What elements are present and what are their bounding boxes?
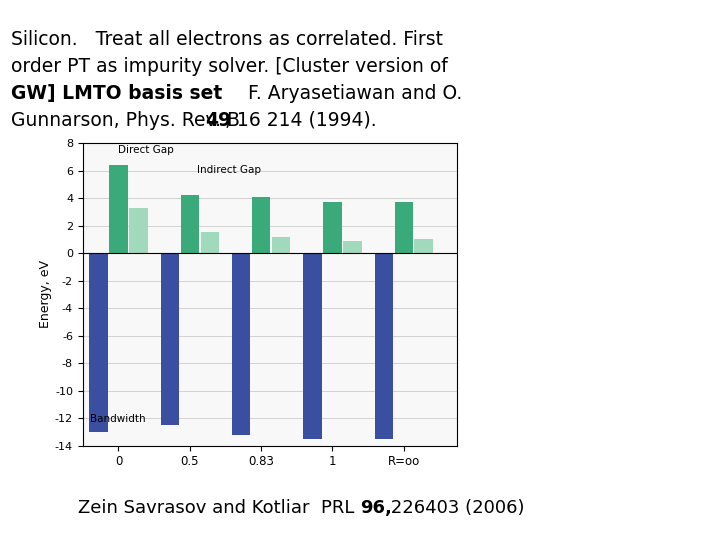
Text: Indirect Gap: Indirect Gap [197, 165, 261, 176]
Text: , 16 214 (1994).: , 16 214 (1994). [225, 111, 377, 130]
Bar [323, 202, 341, 253]
Bar [343, 241, 361, 253]
Bar [201, 232, 219, 253]
Y-axis label: Energy, eV: Energy, eV [39, 260, 52, 328]
Bar [89, 253, 108, 432]
Bar [232, 253, 251, 435]
Text: order PT as impurity solver. [Cluster version of: order PT as impurity solver. [Cluster ve… [11, 57, 448, 76]
Text: 49: 49 [205, 111, 231, 130]
Text: 226403 (2006): 226403 (2006) [385, 498, 525, 517]
Text: Gunnarson, Phys. Rev. B: Gunnarson, Phys. Rev. B [11, 111, 246, 130]
Text: F. Aryasetiawan and O.: F. Aryasetiawan and O. [248, 84, 463, 103]
Bar [252, 197, 270, 253]
Text: Silicon.   Treat all electrons as correlated. First: Silicon. Treat all electrons as correlat… [11, 30, 443, 49]
Text: 96,: 96, [360, 498, 392, 517]
Text: Direct Gap: Direct Gap [119, 145, 174, 155]
Text: GW] LMTO basis set: GW] LMTO basis set [11, 84, 222, 103]
Bar [109, 165, 127, 253]
Bar [374, 253, 393, 438]
Bar [272, 237, 290, 253]
Bar [415, 239, 433, 253]
Text: Zein Savrasov and Kotliar  PRL: Zein Savrasov and Kotliar PRL [78, 498, 360, 517]
Bar [181, 195, 199, 253]
Bar [395, 202, 413, 253]
Bar [303, 253, 322, 438]
Bar [129, 208, 148, 253]
Text: Bandwidth: Bandwidth [90, 414, 145, 424]
Bar [161, 253, 179, 425]
